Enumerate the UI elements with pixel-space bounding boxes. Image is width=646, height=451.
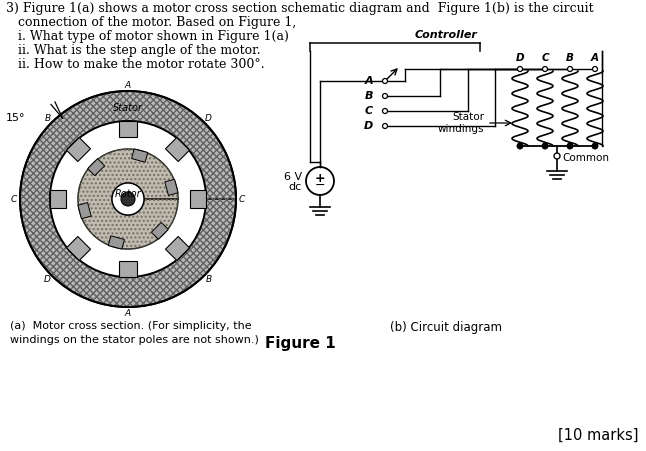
Text: windings: windings <box>437 124 484 134</box>
Circle shape <box>592 143 598 149</box>
Text: ii. What is the step angle of the motor.: ii. What is the step angle of the motor. <box>6 44 260 57</box>
Text: ii. How to make the motor rotate 300°.: ii. How to make the motor rotate 300°. <box>6 58 265 71</box>
Circle shape <box>541 143 548 149</box>
Text: [10 marks]: [10 marks] <box>557 428 638 443</box>
Text: (b) Circuit diagram: (b) Circuit diagram <box>390 321 502 334</box>
Text: +: + <box>315 171 326 184</box>
Polygon shape <box>20 91 236 307</box>
Text: D: D <box>205 114 212 123</box>
Polygon shape <box>132 149 148 162</box>
Circle shape <box>382 93 388 98</box>
Text: 3) Figure 1(a) shows a motor cross section schematic diagram and  Figure 1(b) is: 3) Figure 1(a) shows a motor cross secti… <box>6 2 594 15</box>
Text: A: A <box>364 76 373 86</box>
Text: D: D <box>364 121 373 131</box>
Text: −: − <box>315 179 325 192</box>
Polygon shape <box>119 121 137 137</box>
Polygon shape <box>165 138 189 161</box>
Polygon shape <box>67 138 90 161</box>
Text: (a)  Motor cross section. (For simplicity, the
windings on the stator poles are : (a) Motor cross section. (For simplicity… <box>10 321 259 345</box>
Circle shape <box>382 124 388 129</box>
Text: connection of the motor. Based on Figure 1,: connection of the motor. Based on Figure… <box>6 16 297 29</box>
Polygon shape <box>109 236 125 249</box>
Circle shape <box>517 143 523 149</box>
Text: C: C <box>365 106 373 116</box>
Text: dc: dc <box>289 182 302 192</box>
Polygon shape <box>78 202 91 219</box>
Text: Rotor: Rotor <box>115 189 141 199</box>
Polygon shape <box>151 222 169 239</box>
Circle shape <box>112 183 144 215</box>
Circle shape <box>121 192 135 206</box>
Polygon shape <box>78 149 178 249</box>
Text: D: D <box>516 53 525 63</box>
Text: Stator: Stator <box>452 112 484 122</box>
Text: A: A <box>125 80 131 89</box>
Circle shape <box>543 66 548 72</box>
Circle shape <box>382 78 388 83</box>
Circle shape <box>382 109 388 114</box>
Text: A: A <box>125 308 131 318</box>
Polygon shape <box>165 236 189 261</box>
Polygon shape <box>67 236 90 261</box>
Text: 6 V: 6 V <box>284 172 302 182</box>
Text: i. What type of motor shown in Figure 1(a): i. What type of motor shown in Figure 1(… <box>6 30 289 43</box>
Polygon shape <box>165 179 178 195</box>
Text: C: C <box>239 194 245 203</box>
Text: C: C <box>11 194 17 203</box>
Polygon shape <box>50 190 66 208</box>
Polygon shape <box>88 159 105 176</box>
Circle shape <box>592 66 598 72</box>
Polygon shape <box>190 190 206 208</box>
Text: B: B <box>364 91 373 101</box>
Text: 15°: 15° <box>6 113 25 123</box>
Polygon shape <box>119 261 137 277</box>
Text: B: B <box>566 53 574 63</box>
Text: B: B <box>205 275 212 284</box>
Text: Figure 1: Figure 1 <box>265 336 335 351</box>
Text: Common: Common <box>562 153 609 163</box>
Text: Controller: Controller <box>415 30 478 40</box>
Circle shape <box>50 121 206 277</box>
Text: C: C <box>541 53 549 63</box>
Text: A: A <box>591 53 599 63</box>
Circle shape <box>517 66 523 72</box>
Circle shape <box>554 153 560 159</box>
Circle shape <box>567 143 574 149</box>
Text: Stator: Stator <box>113 103 143 113</box>
Circle shape <box>567 66 572 72</box>
Text: B: B <box>45 114 50 123</box>
Text: D: D <box>44 275 51 284</box>
